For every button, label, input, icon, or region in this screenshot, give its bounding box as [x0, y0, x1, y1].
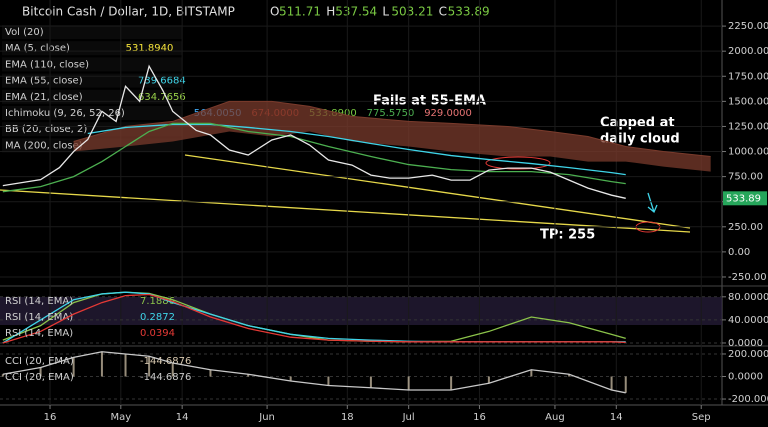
- x-tick-label: 18: [341, 412, 354, 423]
- trendline: [184, 154, 691, 229]
- price-tag: [723, 191, 767, 206]
- legend-label: EMA (110, close): [5, 59, 89, 70]
- x-tick-label: Jun: [258, 412, 275, 423]
- legend-label: BB (20, close, 2): [5, 124, 87, 135]
- legend-readout: 739.6684: [138, 76, 186, 87]
- trendline: [0, 189, 691, 233]
- legend-label: Ichimoku (9, 26, 52, 26): [5, 108, 125, 119]
- legend-label: CCI (20, EMA): [5, 372, 74, 383]
- series-line: [2, 64, 626, 199]
- legend-readout: 929.0000: [424, 108, 472, 119]
- price-tag-label: 533.89: [726, 193, 761, 204]
- ohlc-label: L: [382, 5, 389, 19]
- legend-box: [2, 25, 182, 39]
- series-line: [2, 293, 626, 344]
- x-tick-label: 16: [44, 412, 57, 423]
- highlight-ellipse: [485, 156, 551, 170]
- legend-readout: 0.0394: [140, 328, 175, 339]
- legend-label: RSI (14, EMA): [5, 296, 73, 307]
- legend-label: MA (200, close): [5, 140, 83, 151]
- y-tick-label: 250.00: [728, 222, 763, 233]
- ohlc-label: O: [270, 5, 279, 19]
- series-line: [87, 123, 626, 176]
- x-tick-label: Aug: [545, 412, 565, 423]
- y-tick-label: 200.0000: [728, 349, 768, 360]
- annotation: daily cloud: [600, 132, 680, 147]
- y-tick-label: -250.00: [728, 272, 767, 283]
- chart-title: Bitcoin Cash / Dollar, 1D, BITSTAMP: [22, 5, 235, 19]
- legend-box: [2, 89, 182, 104]
- annotation: Capped at: [600, 116, 675, 131]
- x-tick-label: 14: [610, 412, 623, 423]
- legend-box: [2, 57, 182, 72]
- legend-readout: 0.2872: [140, 312, 175, 323]
- legend-box: [2, 106, 182, 120]
- legend-readout: 7.1886: [140, 296, 175, 307]
- legend-readout: -144.6876: [140, 372, 191, 383]
- legend-label: EMA (21, close): [5, 92, 83, 103]
- legend-readout: 531.8940: [126, 43, 174, 54]
- legend-label: MA (5, close): [5, 43, 70, 54]
- y-tick-label: 2250.00: [728, 21, 768, 32]
- ohlc-label: C: [439, 5, 447, 19]
- cloud: [73, 101, 711, 172]
- legend-box: [2, 73, 182, 88]
- y-tick-label: 2000.00: [728, 46, 768, 57]
- series-line: [2, 351, 626, 394]
- ohlc-value: 533.89: [448, 5, 490, 19]
- y-tick-label: 1500.00: [728, 96, 768, 107]
- x-tick-label: Sep: [692, 412, 711, 423]
- legend-label: EMA (55, close): [5, 76, 83, 87]
- y-tick-label: 40.0000: [728, 315, 768, 326]
- legend-readout: 634.7656: [138, 92, 186, 103]
- y-tick-label: 1750.00: [728, 71, 768, 82]
- y-tick-label: 0.0000: [728, 338, 763, 349]
- legend-label: Vol (20): [5, 27, 44, 38]
- legend-box: [2, 41, 182, 56]
- arrow: [647, 192, 658, 214]
- ohlc-value: 511.71: [279, 5, 321, 19]
- x-tick-label: Jul: [402, 412, 415, 423]
- y-tick-label: -200.0000: [728, 394, 768, 405]
- y-tick-label: 0.00: [728, 247, 750, 258]
- legend-readout: 775.5750: [367, 108, 415, 119]
- annotation: TP: 255: [540, 228, 595, 243]
- x-tick-label: 14: [176, 412, 189, 423]
- legend-label: RSI (14, EMA): [5, 328, 73, 339]
- y-tick-label: 0.0000: [728, 372, 763, 383]
- x-tick-label: May: [110, 412, 131, 423]
- ohlc-value: 503.21: [391, 5, 433, 19]
- x-tick-label: 16: [473, 412, 486, 423]
- legend-label: RSI (14, EMA): [5, 312, 73, 323]
- y-tick-label: 750.00: [728, 172, 763, 183]
- ohlc-label: H: [326, 5, 335, 19]
- series-line: [2, 122, 626, 193]
- y-tick-label: 80.0000: [728, 292, 768, 303]
- y-tick-label: 1000.00: [728, 147, 768, 158]
- y-tick-label: 1250.00: [728, 121, 768, 132]
- ohlc-value: 537.54: [335, 5, 377, 19]
- legend-label: CCI (20, EMA): [5, 356, 74, 367]
